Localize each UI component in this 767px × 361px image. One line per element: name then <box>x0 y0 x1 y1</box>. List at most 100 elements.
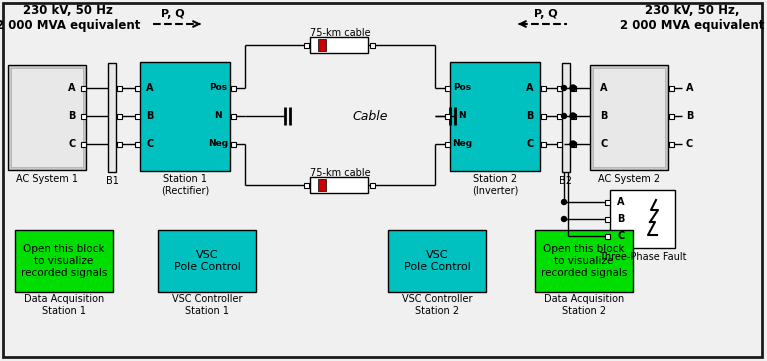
Bar <box>310 177 368 193</box>
Bar <box>158 230 256 292</box>
Bar <box>571 142 575 147</box>
Text: C: C <box>146 139 153 149</box>
Bar <box>445 86 449 91</box>
Bar <box>557 142 561 147</box>
Bar <box>562 63 570 172</box>
Text: AC System 2: AC System 2 <box>598 174 660 184</box>
Text: C: C <box>526 139 534 149</box>
Text: A: A <box>686 83 693 93</box>
Text: Data Acquisition
Station 2: Data Acquisition Station 2 <box>544 294 624 316</box>
Bar <box>593 68 665 167</box>
Bar <box>11 68 83 167</box>
Text: P, Q: P, Q <box>161 9 185 19</box>
Text: P, Q: P, Q <box>534 9 558 19</box>
Bar <box>108 63 116 172</box>
Text: B2: B2 <box>559 176 572 186</box>
Bar <box>140 62 230 171</box>
Bar <box>117 113 121 118</box>
Bar <box>571 113 575 118</box>
Bar <box>590 65 668 170</box>
Text: C: C <box>68 139 76 149</box>
Text: 75-km cable: 75-km cable <box>310 168 370 178</box>
Text: Neg: Neg <box>208 139 228 148</box>
Circle shape <box>561 217 567 222</box>
Text: N: N <box>458 112 466 121</box>
Bar <box>669 142 673 147</box>
Text: A: A <box>146 83 153 93</box>
Text: Station 2
(Inverter): Station 2 (Inverter) <box>472 174 518 196</box>
Text: 230 kV, 50 Hz,
2 000 MVA equivalent: 230 kV, 50 Hz, 2 000 MVA equivalent <box>620 4 764 32</box>
Bar <box>541 142 545 147</box>
Text: 75-km cable: 75-km cable <box>310 28 370 38</box>
Bar <box>669 86 673 91</box>
Bar <box>557 113 561 118</box>
Bar <box>81 86 85 91</box>
Bar <box>310 37 368 53</box>
Bar <box>134 86 140 91</box>
Circle shape <box>561 86 567 91</box>
Bar <box>304 183 308 187</box>
Text: Data Acquisition
Station 1: Data Acquisition Station 1 <box>24 294 104 316</box>
Text: A: A <box>601 83 607 93</box>
Bar <box>231 86 235 91</box>
Bar <box>15 230 113 292</box>
Text: B: B <box>526 111 534 121</box>
Bar <box>535 230 633 292</box>
Bar <box>304 43 308 48</box>
Text: A: A <box>526 83 534 93</box>
Bar <box>450 62 540 171</box>
Bar <box>541 113 545 118</box>
Circle shape <box>561 200 567 204</box>
Bar <box>231 113 235 118</box>
Text: N: N <box>214 112 222 121</box>
Text: C: C <box>601 139 607 149</box>
Text: Pos: Pos <box>209 83 227 92</box>
Bar <box>610 190 675 248</box>
Circle shape <box>561 113 567 118</box>
Text: C: C <box>686 139 693 149</box>
Bar <box>134 113 140 118</box>
Bar <box>8 65 86 170</box>
Text: B: B <box>601 111 607 121</box>
Text: Station 1
(Rectifier): Station 1 (Rectifier) <box>161 174 209 196</box>
Text: Open this block
to visualize
recorded signals: Open this block to visualize recorded si… <box>21 244 107 278</box>
Bar <box>370 183 374 187</box>
Bar <box>445 142 449 147</box>
Bar <box>571 86 575 91</box>
Circle shape <box>570 113 576 119</box>
Bar <box>604 234 610 239</box>
Bar <box>318 39 326 51</box>
Text: 230 kV, 50 Hz
2 000 MVA equivalent: 230 kV, 50 Hz 2 000 MVA equivalent <box>0 4 140 32</box>
Text: Cable: Cable <box>352 109 388 122</box>
Bar <box>557 86 561 91</box>
Bar <box>134 142 140 147</box>
Text: VSC Controller
Station 1: VSC Controller Station 1 <box>172 294 242 316</box>
Bar <box>231 142 235 147</box>
Text: Neg: Neg <box>452 139 472 148</box>
Bar <box>81 142 85 147</box>
Bar <box>541 86 545 91</box>
Bar <box>370 43 374 48</box>
Bar <box>117 142 121 147</box>
Bar <box>81 113 85 118</box>
Bar <box>604 200 610 204</box>
Text: VSC
Pole Control: VSC Pole Control <box>173 250 240 272</box>
Text: Pos: Pos <box>453 83 471 92</box>
Text: B: B <box>617 214 624 224</box>
Text: B: B <box>68 111 76 121</box>
Circle shape <box>570 141 576 147</box>
Text: Three-Phase Fault: Three-Phase Fault <box>599 252 686 262</box>
Bar <box>669 113 673 118</box>
Bar <box>117 86 121 91</box>
Text: B: B <box>686 111 693 121</box>
Text: AC System 1: AC System 1 <box>16 174 78 184</box>
Text: C: C <box>617 231 624 241</box>
Bar <box>318 179 326 191</box>
Text: B1: B1 <box>106 176 118 186</box>
Text: A: A <box>68 83 76 93</box>
Text: B: B <box>146 111 153 121</box>
Text: A: A <box>617 197 625 207</box>
Circle shape <box>570 85 576 91</box>
Bar <box>445 113 449 118</box>
Text: Open this block
to visualize
recorded signals: Open this block to visualize recorded si… <box>541 244 627 278</box>
